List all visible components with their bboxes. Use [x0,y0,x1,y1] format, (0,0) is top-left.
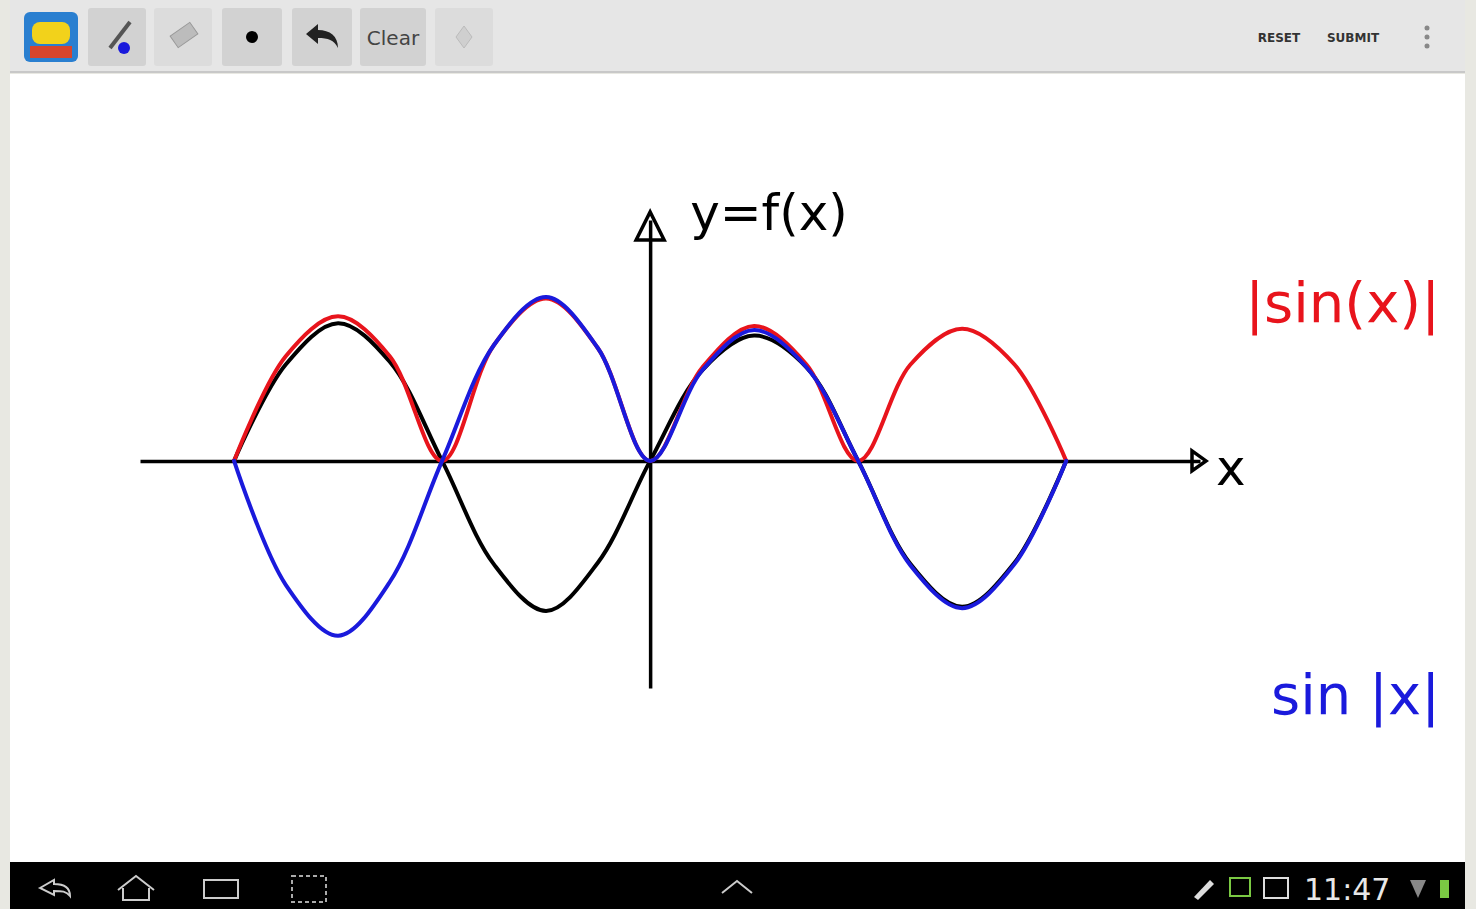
y-axis-title: y=f(x) [690,184,848,242]
series-line-2 [234,297,1066,636]
legend-label: |sin(x)| [1245,270,1440,336]
toolbar-border [10,71,1465,73]
toolbar-bg [10,0,1465,72]
menu-dot[interactable] [1425,35,1430,40]
x-axis-title: x [1216,439,1246,497]
app-icon-face [32,22,70,44]
chart: x y=f(x) |sin(x)| sin |x| [141,184,1441,728]
eraser-icon[interactable] [170,22,198,47]
action-1[interactable]: SUBMIT [1327,31,1380,45]
tool-bg[interactable] [360,8,426,66]
canvas [10,74,1465,862]
tool-bg[interactable] [222,8,282,66]
tool-bg[interactable] [435,8,493,66]
y-arrow [636,212,664,240]
nav-back[interactable] [40,880,70,896]
x-axis-line [141,460,1201,464]
tool-bg[interactable] [154,8,212,66]
action-0[interactable]: RESET [1258,31,1301,45]
nav-home[interactable] [118,876,154,900]
status-pen [1194,880,1214,900]
status-image [1264,878,1288,898]
tool-undo[interactable] [292,8,352,66]
clock: 11:47 [1304,872,1390,907]
series-line-1 [234,298,1066,460]
nav-capture[interactable] [292,876,326,902]
series-line-0 [234,323,1066,611]
app-icon-base [30,46,72,58]
legend: |sin(x)| sin |x| [1245,270,1440,728]
tool-bg[interactable] [292,8,352,66]
move-icon[interactable] [456,26,472,48]
app-icon[interactable] [24,12,78,62]
y-axis [650,221,651,689]
legend-label: sin |x| [1271,662,1440,728]
status-sync [1230,878,1250,896]
plot-area [234,297,1066,636]
menu-dot[interactable] [1425,44,1430,49]
clear-label[interactable]: Clear [367,26,420,50]
tool-bg[interactable] [88,8,146,66]
status-signal [1410,880,1426,898]
status-bg [10,862,1465,909]
toolbar: Clear RESET SUBMIT [10,0,1465,72]
app-icon-bg [24,12,78,62]
tool-eraser[interactable] [154,8,212,66]
tool-move[interactable] [435,8,493,66]
status-battery [1440,880,1449,898]
pen-color[interactable] [118,42,130,54]
status-bar: 11:47 [10,862,1465,909]
tool-clear[interactable]: Clear [360,8,426,66]
nav-recent[interactable] [204,880,238,898]
screen: Clear RESET SUBMIT 11:47 x y=f(x) |sin(x)| sin … [0,0,1476,909]
nav-up[interactable] [722,881,752,893]
size-icon[interactable] [246,31,258,43]
x-arrow [1192,451,1206,471]
x-axis [141,461,1201,462]
tool-dot[interactable] [222,8,282,66]
tool-pen[interactable] [88,8,146,66]
undo-icon[interactable] [306,24,338,48]
menu-dot[interactable] [1425,26,1430,31]
